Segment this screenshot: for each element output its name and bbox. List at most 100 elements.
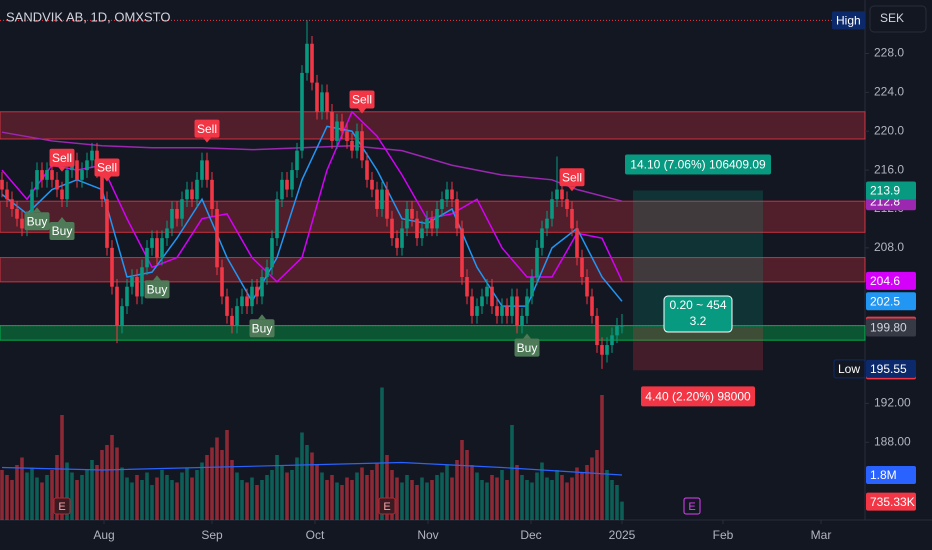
volume-bar: [570, 477, 574, 520]
volume-bar: [260, 480, 264, 520]
candle-body: [405, 208, 409, 229]
candle-body: [510, 296, 514, 316]
volume-bar: [505, 480, 509, 520]
stop-label-box: [641, 386, 755, 407]
volume-bar: [160, 470, 164, 520]
candle-body: [380, 189, 384, 209]
volume-bar: [335, 482, 339, 520]
line-tag: 204.6: [870, 274, 900, 288]
volume-bar: [315, 465, 319, 520]
entry-tag: 199.80: [870, 321, 907, 335]
signal-label: [249, 319, 275, 338]
candle-body: [195, 179, 199, 200]
candle-body: [470, 296, 474, 316]
currency[interactable]: SEK: [880, 11, 904, 25]
y-tick-label: 220.0: [874, 123, 904, 137]
signal-label: [194, 119, 220, 138]
volume-bar: [275, 455, 279, 520]
candle-body: [270, 238, 274, 268]
candle-body: [610, 335, 614, 346]
candle-body: [370, 179, 374, 190]
y-tick-label: 216.0: [874, 162, 904, 176]
volume-bar: [610, 480, 614, 520]
candle-body: [40, 170, 44, 180]
line-tag-box: [866, 292, 916, 311]
signal-text: Sell: [197, 122, 217, 136]
signal-text: Buy: [517, 341, 538, 355]
candle-body: [165, 228, 169, 239]
earnings-text: E: [383, 501, 390, 513]
candle-body: [145, 247, 149, 268]
candle-body: [430, 218, 434, 229]
volume-bar: [460, 440, 464, 520]
y-tick-label: 224.0: [874, 85, 904, 99]
candle-body: [10, 199, 14, 209]
volume-bar: [540, 462, 544, 520]
volume-bar: [255, 485, 259, 520]
volume-bar: [105, 445, 109, 520]
signal-pointer: [203, 137, 211, 143]
candle-body: [595, 315, 599, 346]
volume-bar: [240, 480, 244, 520]
signal-label: [514, 338, 540, 357]
candle-body: [280, 179, 284, 200]
volume-bar: [205, 455, 209, 520]
volume-bar: [595, 450, 599, 520]
candle-body: [490, 286, 494, 307]
candle-body: [150, 238, 154, 248]
volume-bar: [420, 477, 424, 520]
volume-bar: [535, 472, 539, 520]
candle-body: [480, 296, 484, 307]
loss-zone: [633, 327, 763, 371]
currency-box[interactable]: [869, 5, 927, 33]
candle-body: [530, 277, 534, 297]
candle-body: [105, 199, 109, 248]
volume-bar: [495, 477, 499, 520]
volume-bar: [45, 475, 49, 520]
candle-body: [225, 296, 229, 316]
x-tick-label: Nov: [417, 528, 438, 542]
candle-body: [345, 131, 349, 141]
candle-body: [210, 179, 214, 209]
volume-bar: [350, 480, 354, 520]
candle-body: [160, 238, 164, 258]
signal-text: Sell: [97, 161, 117, 175]
x-tick-label: 2025: [609, 528, 636, 542]
volume-bar: [410, 480, 414, 520]
candle-body: [90, 150, 94, 161]
candle-body: [5, 189, 9, 200]
signal-text: Sell: [562, 170, 582, 184]
candle-body: [325, 92, 329, 112]
candle-body: [390, 218, 394, 239]
volume-bar: [465, 450, 469, 520]
volume-bar: [515, 465, 519, 520]
volume-bar: [375, 462, 379, 520]
candle-body: [455, 199, 459, 229]
x-tick-label: Feb: [713, 528, 734, 542]
volume-ma-tag-box: [866, 466, 916, 484]
signals: Sell Sell Sell Sell Sell Buy Buy Buy Buy Buy E E E: [24, 90, 701, 515]
target-label-box: [625, 154, 771, 175]
signal-text: Buy: [27, 214, 48, 228]
candle-body: [335, 121, 339, 141]
signal-pointer: [33, 207, 41, 213]
position: 14.10 (7.06%) 106409.09 4.40 (2.20%) 9800…: [625, 154, 771, 407]
candle-body: [320, 92, 324, 112]
signal-label: [349, 90, 375, 109]
candle-body: [385, 189, 389, 219]
volume-bar: [600, 395, 604, 520]
candle-body: [570, 208, 574, 229]
candle-body: [260, 277, 264, 297]
candle-body: [520, 315, 524, 326]
signal-pointer: [58, 166, 66, 172]
volume-bar: [295, 457, 299, 520]
x-tick-label: Oct: [306, 528, 325, 542]
low-label: Low: [838, 362, 860, 376]
candle-body: [460, 228, 464, 278]
volume-bar: [525, 480, 529, 520]
volume-bar: [270, 470, 274, 520]
candle-body: [590, 296, 594, 316]
earnings-text: E: [688, 501, 695, 513]
volume-bar: [545, 477, 549, 520]
low-box: [833, 359, 866, 379]
